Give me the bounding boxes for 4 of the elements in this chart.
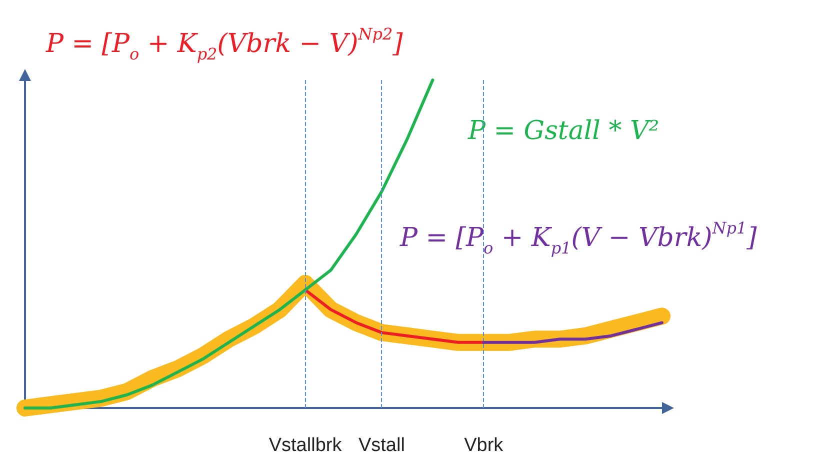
x-tick-label: Vbrk — [464, 435, 504, 456]
annotation: P = Gstall * V² — [467, 116, 660, 146]
x-tick-label: Vstall — [358, 435, 405, 456]
x-tick-label: Vstallbrk — [268, 435, 342, 456]
